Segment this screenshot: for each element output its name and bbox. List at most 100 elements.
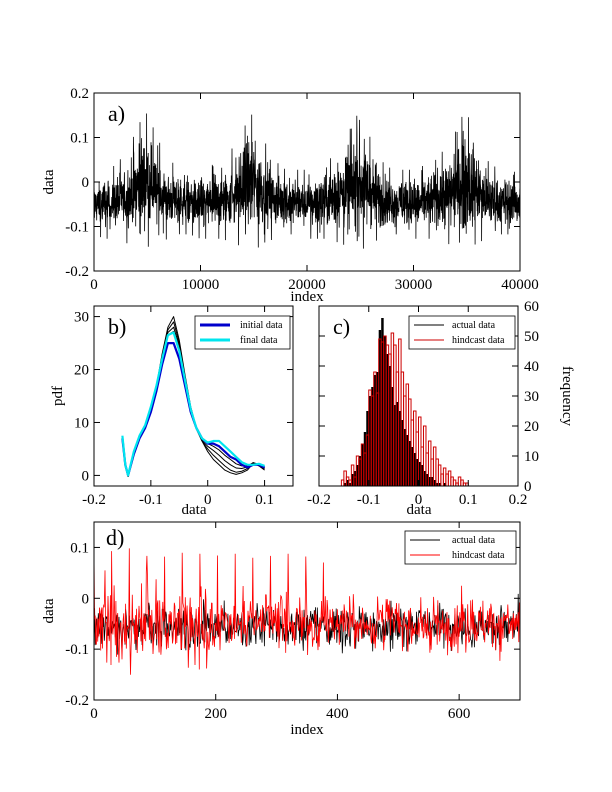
panel-b-legend-final: final data [240,335,278,346]
panel-c-bar-actual [358,456,362,486]
panel-c-legend: actual data hindcast data [408,315,516,350]
panel-c-bar-actual [343,483,347,486]
y-tick-label: 20 [74,363,89,379]
panel-b-series-line [121,330,265,477]
x-tick-label: 600 [448,706,471,722]
panel-b-ticks: -0.2 -0.1 0 0.1 0 10 20 30 [74,306,293,508]
x-tick-label: 40000 [501,277,539,293]
x-tick-label: 0 [415,492,423,508]
panel-c-bar-actual [356,465,359,486]
panel-c-legend-actual: actual data [452,320,496,331]
panel-a-series-line [93,113,521,249]
y-tick-label: 0 [82,591,90,607]
y-tick-label: -0.1 [65,642,89,658]
panel-c-bar-actual [373,375,377,486]
x-tick-label: 0 [90,706,98,722]
x-tick-label: 0.1 [255,492,274,508]
x-tick-label: -0.1 [139,492,163,508]
panel-c-bar-actual [438,483,441,486]
y-tick-label: 60 [524,299,539,315]
y-tick-label: 0.1 [70,540,89,556]
panel-c-bar-actual [388,366,392,486]
panel-c-bar-actual [403,429,407,486]
y-tick-label: 30 [524,389,539,405]
panel-a-series [93,113,521,249]
y-tick-label: 30 [74,310,89,326]
y-tick-label: 10 [524,449,539,465]
x-tick-label: 0.2 [509,492,528,508]
panel-c-bar-actual [351,474,354,486]
y-tick-label: 40 [524,359,539,375]
panel-c-bar-actual [393,405,397,486]
panel-d-legend-hindcast: hindcast data [452,550,505,561]
panel-a-ticks: 0 10000 20000 30000 40000 -0.2 -0.1 0 0.1 0.2 [65,86,539,293]
panel-c-bar-actual [386,354,389,486]
panel-d-series-hindcast [93,548,521,675]
panel-c-bar-actual [406,435,409,486]
panel-b-xlabel: data [182,502,207,518]
panel-b-series-line [121,331,265,477]
x-tick-label: -0.2 [82,492,106,508]
panel-c-bar-actual [396,402,399,486]
panel-c-bar-actual [423,471,426,486]
y-tick-label: -0.1 [65,220,89,236]
panel-b-series-line [121,342,266,477]
panel-b-legend: initial data final data [194,315,291,350]
panel-b: -0.2 -0.1 0 0.1 0 10 20 30 b) data pdf initial … [50,305,294,518]
panel-c-legend-hindcast: hindcast data [452,335,505,346]
panel-d-label: d) [106,525,124,550]
panel-c-bar-actual [371,387,374,486]
x-tick-label: 200 [204,706,227,722]
panel-c-bar-actual [428,477,431,486]
panel-c-bar-actual [348,483,352,486]
panel-b-series-line [121,326,265,477]
panel-c-bar-actual [413,453,417,486]
panel-c-bar-actual [420,465,424,486]
panel-c-bar-actual [366,411,369,486]
panel-a-label: a) [108,101,125,126]
panel-c-label: c) [333,314,350,339]
x-tick-label: 0 [90,277,98,293]
panel-c-bar-actual [425,474,429,486]
panel-d-legend-box [404,530,517,565]
panel-c-bar-actual [411,447,414,486]
panel-b-series [121,316,266,477]
panel-c-bar-actual [376,372,379,486]
panel-c-ylabel: frequency [559,366,575,426]
panel-d-frame [93,521,521,701]
y-tick-label: 0 [82,468,90,484]
panel-b-frame [93,305,294,487]
panel-c-bar-actual [353,471,357,486]
y-tick-label: 20 [524,419,539,435]
panel-d-ticks: 0 200 400 600 -0.2 -0.1 0 0.1 [65,522,520,722]
panel-c-bar-actual [416,459,419,486]
panel-b-ylabel: pdf [50,386,66,406]
x-tick-label: -0.2 [307,492,331,508]
y-tick-label: 10 [74,415,89,431]
panel-d-ylabel: data [41,598,57,623]
x-tick-label: 30000 [395,277,433,293]
x-tick-label: -0.1 [357,492,381,508]
x-tick-label: 400 [326,706,349,722]
panel-c-xlabel: data [407,502,432,518]
panel-c-bar-actual [401,420,404,486]
y-tick-label: 0.1 [70,131,89,147]
panel-c-bar-actual [346,480,349,486]
panel-c-legend-box [408,315,516,350]
panel-c-bar-actual [418,462,421,486]
panel-d-legend-actual: actual data [452,535,496,546]
panel-c-bar-actual [430,477,434,486]
panel-c-bar-actual [378,330,382,486]
panel-c-bar-actual [383,336,387,486]
panel-d-legend: actual data hindcast data [404,530,517,565]
x-tick-label: 10000 [182,277,220,293]
panel-b-label: b) [108,314,126,339]
panel-a-xlabel: index [290,289,324,305]
panel-a-ylabel: data [41,169,57,194]
panel-c-bar-actual [361,444,364,486]
panel-a: 0 10000 20000 30000 40000-0.2-0.100.10.2 a) … [41,86,539,305]
panel-c-bar-actual [398,411,402,486]
panel-c-bar-actual [433,480,436,486]
